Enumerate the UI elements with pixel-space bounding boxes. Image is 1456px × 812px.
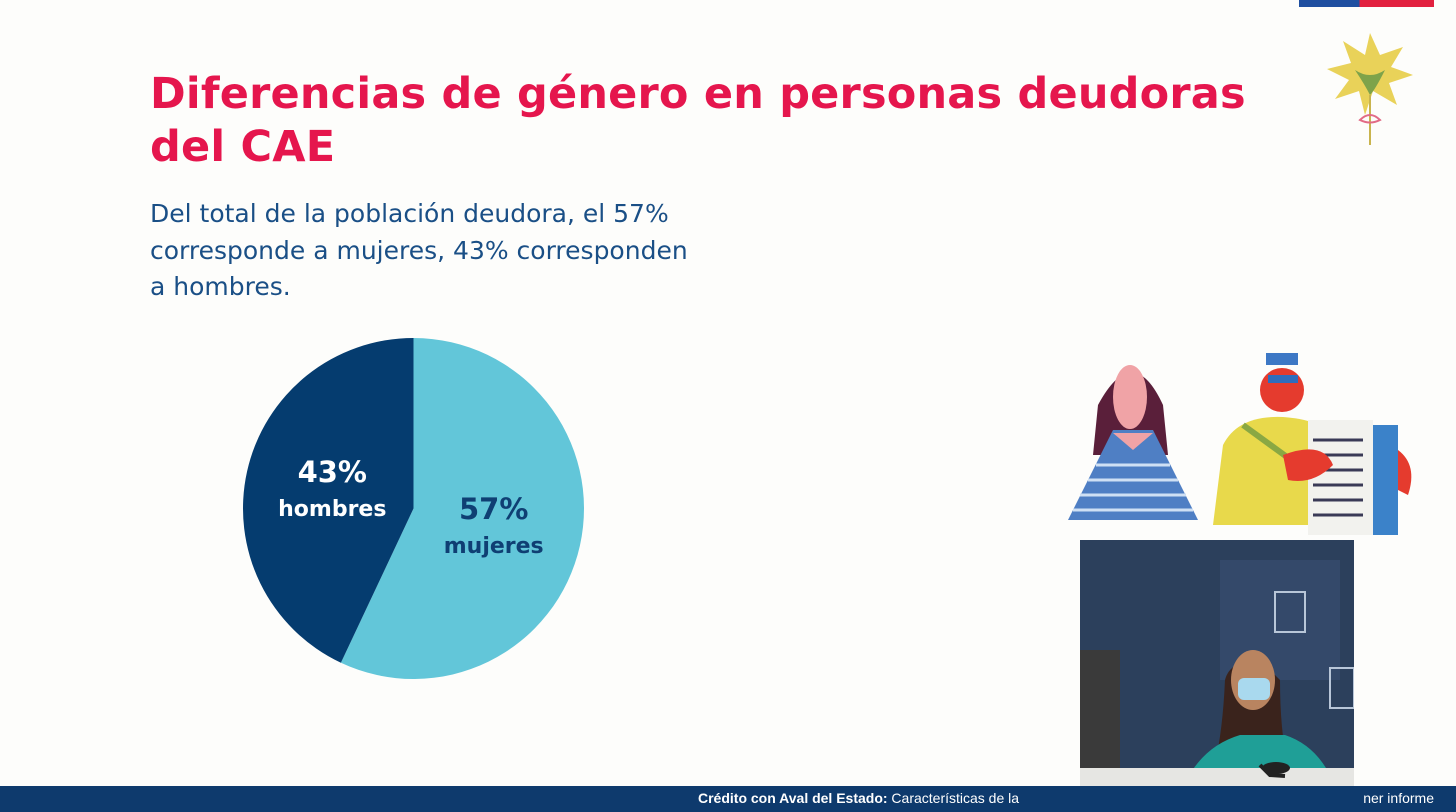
video-feed-speaker	[1080, 540, 1354, 812]
footer-caption-end: ner informe	[1359, 790, 1434, 806]
flower-illustration	[1327, 33, 1413, 145]
footer-caption-bold: Crédito con Aval del Estado:	[698, 790, 888, 806]
pie-label-mujeres: mujeres	[444, 534, 544, 559]
footer-caption-text: Características de la	[887, 790, 1020, 806]
slide-description: Del total de la población deudora, el 57…	[150, 199, 688, 301]
gender-pie-chart: 57% mujeres 43% hombres	[242, 338, 584, 679]
pie-slice-hombres	[242, 338, 414, 663]
pie-label-hombres-pct: 43%	[298, 455, 367, 489]
pie-slice-mujeres	[340, 338, 584, 679]
footer-caption: Crédito con Aval del Estado: Característ…	[698, 790, 1438, 806]
footer-bar: Crédito con Aval del Estado: Característ…	[0, 786, 1456, 812]
pie-label-mujeres-pct: 57%	[459, 492, 528, 526]
people-illustration	[1068, 353, 1412, 535]
pie-label-hombres: hombres	[278, 497, 386, 522]
slide-title: Diferencias de género en personas deudor…	[150, 69, 1246, 172]
flag-color-bar	[1299, 0, 1434, 7]
